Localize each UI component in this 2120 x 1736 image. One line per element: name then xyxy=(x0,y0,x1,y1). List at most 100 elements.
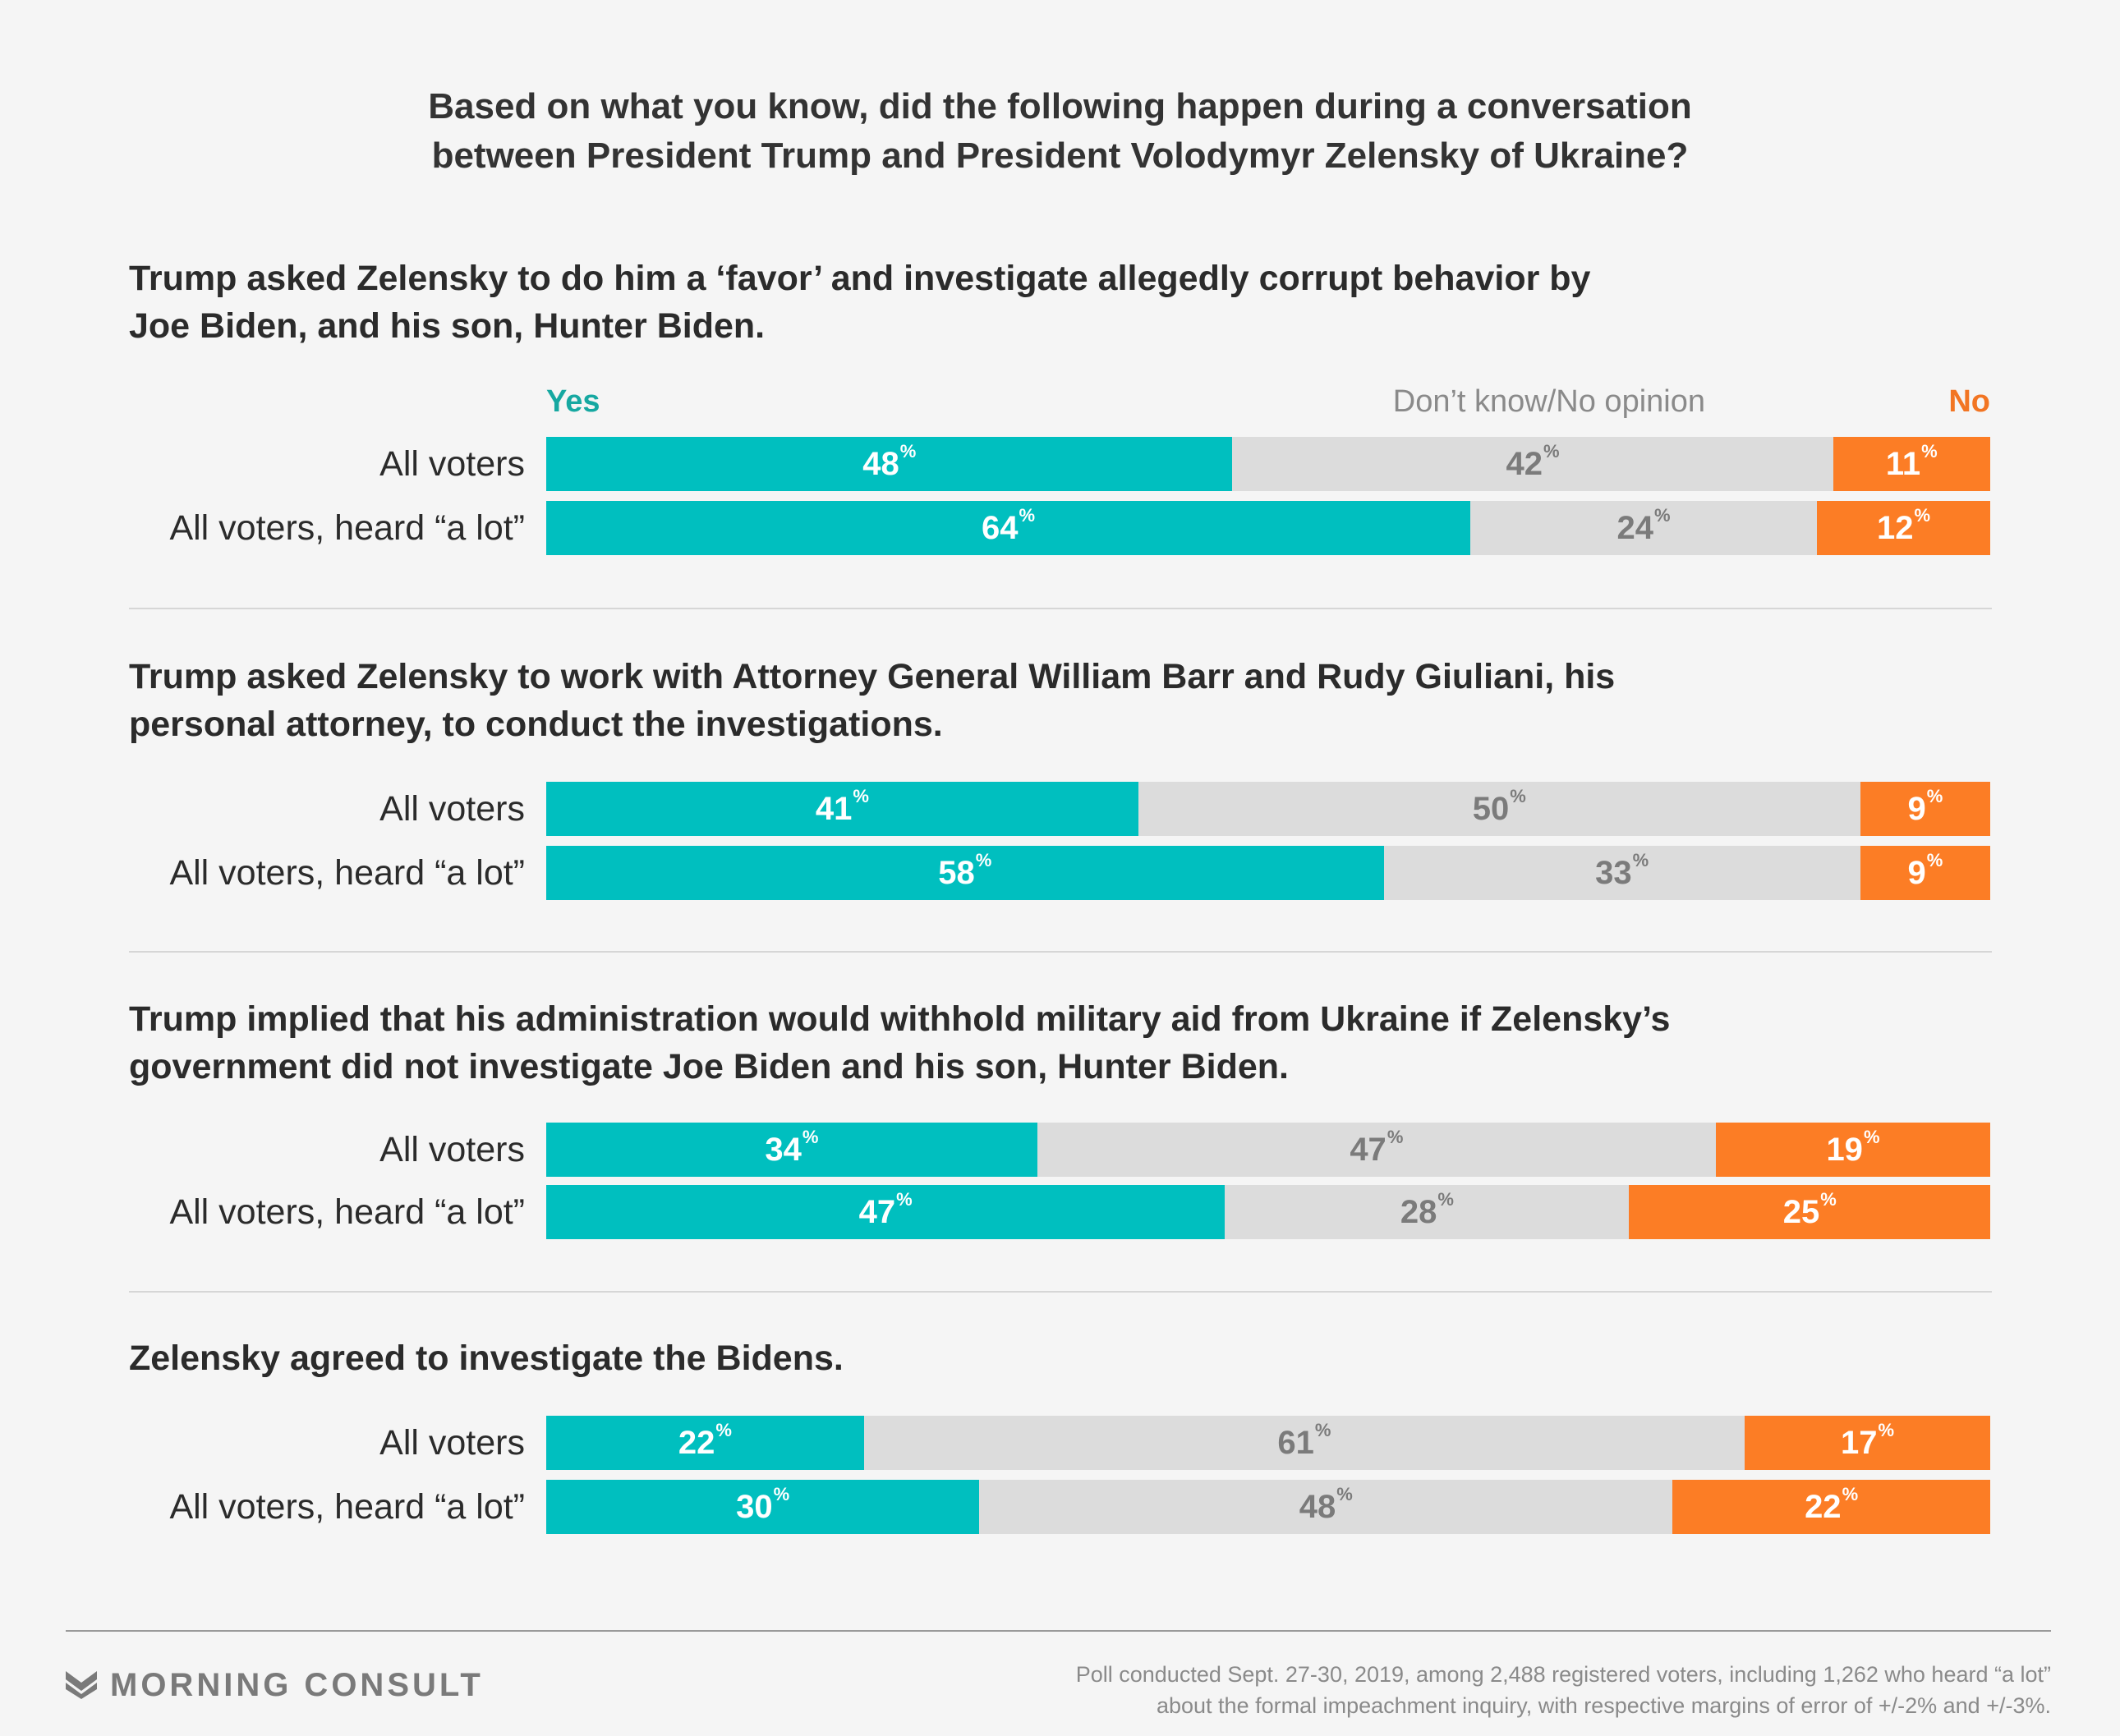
data-label: 64% xyxy=(982,504,1036,546)
morning-consult-chevron-icon xyxy=(66,1671,97,1699)
bar-row: All voters, heard “a lot” 64% 24% 12% xyxy=(0,501,2120,555)
question-title-line: Joe Biden, and his son, Hunter Biden. xyxy=(129,306,766,346)
bar-segment-dont-know: 48% xyxy=(979,1480,1673,1534)
percent-sign: % xyxy=(802,1126,819,1147)
percent-sign: % xyxy=(1842,1483,1859,1504)
bar-segment-no: 19% xyxy=(1715,1123,1990,1177)
data-label: 11% xyxy=(1885,440,1938,482)
percent-sign: % xyxy=(1437,1188,1454,1210)
question-title: Trump implied that his administration wo… xyxy=(129,995,2018,1091)
question-title: Zelensky agreed to investigate the Biden… xyxy=(129,1334,2018,1382)
legend-dont-know: Don’t know/No opinion xyxy=(1392,384,1705,419)
data-label: 47% xyxy=(1350,1126,1404,1168)
bar-segment-no: 22% xyxy=(1672,1480,1990,1534)
chart-title-line-2: between President Trump and President Vo… xyxy=(431,135,1689,176)
bar-segment-dont-know: 28% xyxy=(1225,1185,1630,1239)
bar-segment-no: 17% xyxy=(1745,1416,1990,1470)
data-label: 30% xyxy=(736,1483,790,1525)
footnote-line: Poll conducted Sept. 27-30, 2019, among … xyxy=(1075,1662,2051,1687)
data-label: 25% xyxy=(1782,1188,1837,1230)
row-label: All voters xyxy=(379,1130,525,1169)
percent-sign: % xyxy=(1510,785,1526,806)
question-title-line: Trump implied that his administration wo… xyxy=(129,999,1671,1039)
data-label: 34% xyxy=(765,1126,819,1168)
percent-sign: % xyxy=(1921,440,1938,462)
percent-sign: % xyxy=(773,1483,790,1504)
bar-segment-yes: 22% xyxy=(546,1416,864,1470)
bar-segment-no: 12% xyxy=(1817,501,1990,555)
chart-title-line-1: Based on what you know, did the followin… xyxy=(428,86,1692,126)
stacked-bar: 30% 48% 22% xyxy=(546,1480,1990,1534)
question-title: Trump asked Zelensky to work with Attorn… xyxy=(129,653,2018,748)
data-label: 17% xyxy=(1841,1419,1895,1461)
row-label: All voters, heard “a lot” xyxy=(169,1487,525,1527)
data-label: 58% xyxy=(938,849,992,891)
brand-name: MORNING CONSULT xyxy=(110,1666,484,1703)
data-label: 41% xyxy=(815,785,869,827)
question-title-line: personal attorney, to conduct the invest… xyxy=(129,705,943,744)
chart-title: Based on what you know, did the followin… xyxy=(0,82,2120,181)
data-label: 50% xyxy=(1472,785,1526,827)
bar-segment-yes: 47% xyxy=(546,1185,1226,1239)
bar-segment-dont-know: 42% xyxy=(1232,437,1833,491)
section-divider xyxy=(129,1291,1992,1293)
bar-segment-yes: 48% xyxy=(546,437,1233,491)
percent-sign: % xyxy=(853,785,869,806)
percent-sign: % xyxy=(1926,785,1943,806)
bar-segment-yes: 34% xyxy=(546,1123,1037,1177)
percent-sign: % xyxy=(975,849,992,870)
footnote-line: about the formal impeachment inquiry, wi… xyxy=(1156,1693,2051,1718)
question-title: Trump asked Zelensky to do him a ‘favor’… xyxy=(129,255,2018,350)
question-title-line: Trump asked Zelensky to work with Attorn… xyxy=(129,657,1616,696)
bar-row: All voters 48% 42% 11% xyxy=(0,437,2120,491)
data-label: 48% xyxy=(862,440,917,482)
data-label: 33% xyxy=(1595,849,1649,891)
stacked-bar: 47% 28% 25% xyxy=(546,1185,1990,1239)
row-label: All voters xyxy=(379,1423,525,1463)
percent-sign: % xyxy=(1632,849,1649,870)
data-label: 9% xyxy=(1907,785,1943,827)
bar-row: All voters 34% 47% 19% xyxy=(0,1123,2120,1177)
stacked-bar: 34% 47% 19% xyxy=(546,1123,1990,1177)
bar-segment-no: 9% xyxy=(1860,846,1990,900)
section-divider xyxy=(129,951,1992,953)
row-label: All voters xyxy=(379,444,525,484)
bar-segment-yes: 41% xyxy=(546,782,1138,836)
bar-row: All voters, heard “a lot” 47% 28% 25% xyxy=(0,1185,2120,1239)
percent-sign: % xyxy=(1336,1483,1353,1504)
bar-segment-dont-know: 61% xyxy=(863,1416,1745,1470)
bar-segment-dont-know: 47% xyxy=(1037,1123,1716,1177)
legend-yes: Yes xyxy=(546,384,600,419)
percent-sign: % xyxy=(1878,1419,1895,1440)
row-label: All voters, heard “a lot” xyxy=(169,508,525,548)
percent-sign: % xyxy=(1926,849,1943,870)
question-title-line: Zelensky agreed to investigate the Biden… xyxy=(129,1339,844,1378)
data-label: 9% xyxy=(1907,849,1943,891)
section-divider xyxy=(129,608,1992,609)
stacked-bar: 22% 61% 17% xyxy=(546,1416,1990,1470)
bar-row: All voters, heard “a lot” 30% 48% 22% xyxy=(0,1480,2120,1534)
footer-divider xyxy=(66,1630,2051,1632)
bar-segment-dont-know: 24% xyxy=(1470,501,1818,555)
bar-row: All voters 22% 61% 17% xyxy=(0,1416,2120,1470)
percent-sign: % xyxy=(1314,1419,1331,1440)
percent-sign: % xyxy=(899,440,917,462)
question-title-line: Trump asked Zelensky to do him a ‘favor’… xyxy=(129,259,1591,298)
percent-sign: % xyxy=(1914,504,1931,526)
bar-row: All voters 41% 50% 9% xyxy=(0,782,2120,836)
data-label: 22% xyxy=(1805,1483,1859,1525)
bar-segment-yes: 64% xyxy=(546,501,1471,555)
data-label: 61% xyxy=(1277,1419,1331,1461)
bar-segment-yes: 30% xyxy=(546,1480,980,1534)
stacked-bar: 64% 24% 12% xyxy=(546,501,1990,555)
stacked-bar: 48% 42% 11% xyxy=(546,437,1990,491)
footnote: Poll conducted Sept. 27-30, 2019, among … xyxy=(1076,1659,2051,1721)
bar-segment-dont-know: 50% xyxy=(1138,782,1860,836)
bar-segment-no: 11% xyxy=(1833,437,1990,491)
brand: MORNING CONSULT xyxy=(66,1662,484,1708)
row-label: All voters, heard “a lot” xyxy=(169,1192,525,1232)
legend: Yes Don’t know/No opinion No xyxy=(0,384,2120,425)
data-label: 22% xyxy=(678,1419,732,1461)
bar-segment-dont-know: 33% xyxy=(1383,846,1860,900)
percent-sign: % xyxy=(896,1188,913,1210)
